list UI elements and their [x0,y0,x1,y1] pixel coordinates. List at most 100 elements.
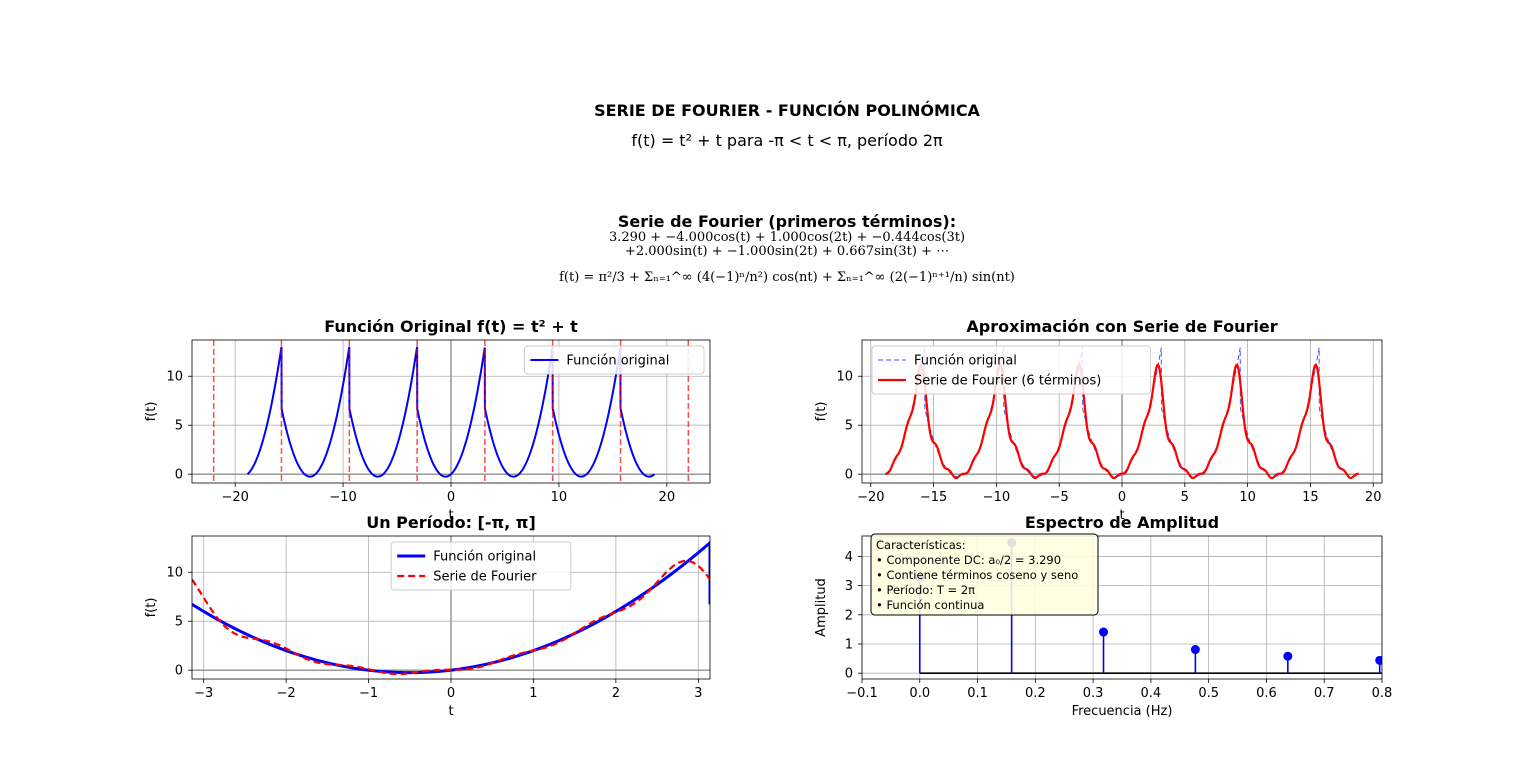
x-tick-label: 0.1 [967,686,988,701]
info-box-line: • Componente DC: a₀/2 = 3.290 [876,553,1061,567]
subplot-approx: −20 −15 −10 −5 0 5 10 15 20 0 5 10 Aproximación con … [814,317,1383,523]
x-tick-label: 3 [694,686,702,701]
x-tick-label: −3 [194,686,213,701]
subplot-title: Aproximación con Serie de Fourier [966,317,1277,336]
axes-frame [861,339,1383,484]
x-tick-label: −1 [359,686,378,701]
y-tick-label: 10 [166,566,183,581]
x-axis-label: t [448,508,453,523]
subplot-title: Un Período: [-π, π] [366,513,536,532]
info-box: Características:• Componente DC: a₀/2 = … [870,533,1099,616]
axes-frame [191,535,711,680]
x-tick-label: −20 [857,490,884,505]
x-tick-label: −10 [329,490,356,505]
stem-marker [1283,651,1293,661]
y-axis-label: f(t) [144,598,159,618]
plot-area-approx [862,340,1382,483]
x-tick-label: 20 [659,490,676,505]
y-tick-label: 2 [845,608,853,623]
fourier-curve [885,363,1359,480]
x-tick-label: 0 [1118,490,1126,505]
y-tick-label: 3 [845,579,853,594]
x-tick-label: 0.4 [1141,686,1162,701]
y-tick-label: 5 [175,615,183,630]
subplot-title: Función Original f(t) = t² + t [324,317,578,336]
original-curve-period [192,540,710,675]
formula-general: f(t) = π²/3 + Σₙ₌₁^∞ (4(−1)ⁿ/n²) cos(nt)… [559,270,1015,285]
legend-entry: Serie de Fourier [433,570,537,585]
axes-frame [191,339,711,484]
x-tick-label: 1 [529,686,537,701]
x-tick-label: 2 [612,686,620,701]
x-tick-label: 0 [447,686,455,701]
y-tick-label: 0 [845,468,853,483]
x-tick-label: 5 [1181,490,1189,505]
x-axis-label: t [1119,508,1124,523]
legend-box [390,541,572,591]
subplot-original: −20 −10 0 10 20 0 5 10 Función Original f(t) = t… [144,317,711,523]
y-axis-label: Amplitud [814,578,829,637]
info-box-bg [870,533,1099,616]
y-axis-label: f(t) [814,402,829,422]
x-tick-label: 0.5 [1198,686,1219,701]
stem-marker [1190,645,1200,655]
x-tick-label: −0.1 [846,686,878,701]
y-tick-label: 10 [166,370,183,385]
y-tick-label: 5 [845,419,853,434]
stem-marker [1099,627,1109,637]
y-axis-label: f(t) [144,402,159,422]
legend-entry: Función original [566,354,669,369]
x-tick-label: −5 [1050,490,1069,505]
legend-entry: Función original [433,550,536,565]
formula-line-2: +2.000sin(t) + −1.000sin(2t) + 0.667sin(… [624,244,950,259]
y-tick-label: 0 [175,468,183,483]
y-tick-label: 4 [845,550,853,565]
info-box-line: • Función continua [876,598,984,612]
x-tick-label: 0.3 [1083,686,1104,701]
stem-marker [1375,655,1382,665]
x-tick-label: 15 [1302,490,1319,505]
y-tick-label: 0 [175,664,183,679]
subplot-period: −3 −2 −1 0 1 2 3 0 5 10 Un Período: [-π, π] t f(t) Fu… [144,513,711,719]
subplot-spectrum: −0.1 0.0 0.1 0.2 0.3 0.4 0.5 0.6 0.7 0.8 0 1 2 3 4 Espe… [814,513,1392,719]
fourier-curve-period [192,559,710,676]
x-tick-label: −2 [277,686,296,701]
original-curve [246,346,656,478]
x-tick-label: −15 [920,490,947,505]
x-axis-label: t [448,704,453,719]
x-tick-label: 10 [551,490,568,505]
x-tick-label: 20 [1365,490,1382,505]
x-axis-label: Frecuencia (Hz) [1072,704,1173,719]
info-box-line: • Período: T = 2π [876,583,975,597]
info-box-line: Características: [876,538,966,552]
axes-frame [861,535,1383,680]
info-box-line: • Contiene términos coseno y seno [876,568,1078,582]
figure-subtitle: f(t) = t² + t para -π < t < π, período 2… [631,131,943,150]
legend-box [523,345,705,375]
x-tick-label: 0.0 [909,686,930,701]
x-tick-label: 0.7 [1314,686,1335,701]
y-tick-label: 1 [845,637,853,652]
figure-title: SERIE DE FOURIER - FUNCIÓN POLINÓMICA [594,101,980,120]
x-tick-label: 10 [1239,490,1256,505]
legend-entry: Función original [914,354,1017,369]
legend: Función original Serie de Fourier (6 térm… [871,345,1151,395]
subplot-title: Espectro de Amplitud [1025,513,1219,532]
x-tick-label: 0.8 [1372,686,1393,701]
x-tick-label: 0 [447,490,455,505]
legend-entry: Serie de Fourier (6 términos) [914,374,1101,389]
y-tick-label: 5 [175,419,183,434]
x-tick-label: −10 [983,490,1010,505]
legend: Función original Serie de Fourier [390,541,572,591]
plot-area-period [192,536,710,679]
formula-line-1: 3.290 + −4.000cos(t) + 1.000cos(2t) + −0… [608,230,966,245]
legend: Función original [523,345,705,375]
series-title: Serie de Fourier (primeros términos): [617,212,957,231]
x-tick-label: −20 [221,490,248,505]
x-tick-label: 0.6 [1256,686,1277,701]
y-tick-label: 10 [836,370,853,385]
x-tick-label: 0.2 [1025,686,1046,701]
legend-box [871,345,1151,395]
y-tick-label: 0 [845,667,853,682]
